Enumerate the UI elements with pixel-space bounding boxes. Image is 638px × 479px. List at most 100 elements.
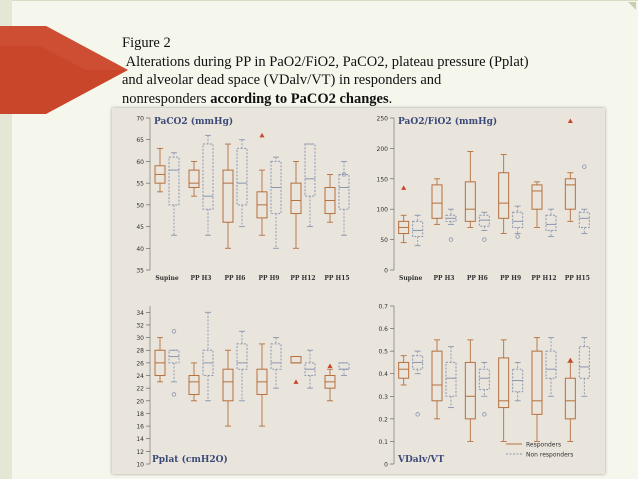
outlier-marker (482, 237, 487, 242)
box (290, 356, 302, 364)
box (338, 362, 350, 370)
box (512, 211, 524, 228)
box (464, 361, 476, 420)
y-tick-label: 30 (136, 335, 144, 342)
legend-label: Responders (526, 442, 561, 449)
box-plot-figure: 35 40 45 50 55 60 65 70 PaCO2 (mmHg) Supine PP H3 P… (136, 116, 590, 469)
category-label: PP H6 (467, 275, 488, 282)
y-tick-label: 16 (136, 424, 144, 431)
outlier-marker (341, 172, 347, 177)
box (578, 211, 590, 228)
y-tick-label: 0.6 (378, 326, 388, 333)
category-label: Supine (399, 275, 423, 282)
box (531, 350, 543, 415)
y-tick-label: 65 (136, 137, 144, 144)
category-label: PP H3 (434, 275, 455, 282)
y-tick-label: 22 (136, 386, 144, 393)
caption-line-2: and alveolar dead space (VDalv/VT) in re… (122, 72, 442, 88)
category-label: Supine (155, 275, 179, 282)
box (304, 143, 316, 197)
box (168, 156, 180, 206)
y-tick-label: 60 (136, 159, 144, 166)
y-tick-label: 40 (136, 246, 144, 253)
outlier-marker (582, 164, 587, 169)
box (478, 214, 490, 227)
box (431, 350, 443, 402)
y-tick-label: 200 (377, 146, 389, 153)
caption-line-1: Alterations during PP in PaO2/FiO2, PaCO… (125, 53, 529, 70)
y-tick-label: 150 (377, 176, 389, 183)
y-tick-label: 0 (384, 462, 388, 469)
category-label: PP H15 (324, 275, 349, 282)
box (290, 182, 302, 215)
box (478, 368, 490, 391)
y-tick-label: 0 (384, 268, 388, 275)
y-tick-label: 0.5 (378, 349, 388, 356)
y-tick-label: 35 (136, 268, 144, 275)
box (188, 375, 200, 395)
y-tick-label: 18 (136, 411, 144, 418)
y-tick-label: 70 (136, 116, 144, 123)
y-tick-label: 0.4 (378, 371, 388, 378)
box (398, 361, 410, 379)
panel-title: VDalv/VT (397, 455, 445, 465)
outlier-marker (327, 363, 333, 369)
box (445, 361, 457, 397)
category-label: PP H12 (531, 275, 556, 282)
left-margin-band (0, 0, 12, 479)
y-tick-label: 55 (136, 181, 144, 188)
y-tick-label: 12 (136, 449, 144, 456)
figure-image: 35 40 45 50 55 60 65 70 PaCO2 (mmHg) Supine PP H3 P… (112, 108, 605, 474)
outlier-marker (401, 185, 407, 190)
box (236, 147, 248, 206)
category-label: PP H6 (225, 275, 246, 282)
y-tick-label: 0.2 (378, 416, 388, 423)
box (338, 173, 350, 210)
top-border (0, 0, 638, 1)
box (545, 350, 557, 379)
y-tick-label: 50 (380, 237, 388, 244)
category-label: PP H9 (500, 275, 521, 282)
y-tick-label: 0.7 (378, 304, 388, 311)
outlier-marker (171, 329, 177, 334)
box (188, 169, 200, 188)
y-tick-label: 250 (377, 116, 389, 123)
outlier-marker (515, 234, 520, 239)
box (236, 343, 248, 370)
box (202, 143, 214, 210)
caption-figure-number: Figure 2 (122, 35, 171, 51)
box (545, 214, 557, 231)
box (564, 178, 576, 210)
caption-emphasis: according to PaCO2 changes (210, 90, 389, 107)
panel-title: PaO2/FiO2 (mmHg) (398, 116, 497, 127)
y-tick-label: 20 (136, 398, 144, 405)
box (498, 357, 510, 409)
y-tick-label: 32 (136, 322, 144, 329)
box (564, 377, 576, 420)
y-tick-label: 50 (136, 202, 144, 209)
box (222, 169, 234, 223)
box (578, 346, 590, 379)
category-label: PP H3 (191, 275, 212, 282)
decorative-arrow-icon (0, 26, 128, 114)
category-label: PP H12 (290, 275, 315, 282)
y-tick-label: 0.3 (378, 394, 388, 401)
outlier-marker (171, 392, 177, 397)
panel-title: Pplat (cmH2O) (152, 454, 228, 465)
y-tick-label: 28 (136, 348, 144, 355)
outlier-marker (293, 379, 299, 384)
y-tick-label: 26 (136, 360, 144, 367)
y-tick-label: 10 (136, 462, 144, 469)
y-tick-label: 24 (136, 373, 144, 380)
box (270, 343, 282, 370)
category-label: PP H15 (565, 275, 590, 282)
y-tick-label: 34 (136, 310, 144, 317)
box (498, 172, 510, 219)
box (431, 184, 443, 219)
category-label: PP H9 (259, 275, 280, 282)
legend-label: Non responders (526, 452, 573, 459)
outlier-marker (482, 412, 487, 417)
y-tick-label: 14 (136, 436, 144, 443)
caption-line-3: nonresponders according to PaCO2 changes… (122, 90, 393, 107)
box (222, 368, 234, 402)
